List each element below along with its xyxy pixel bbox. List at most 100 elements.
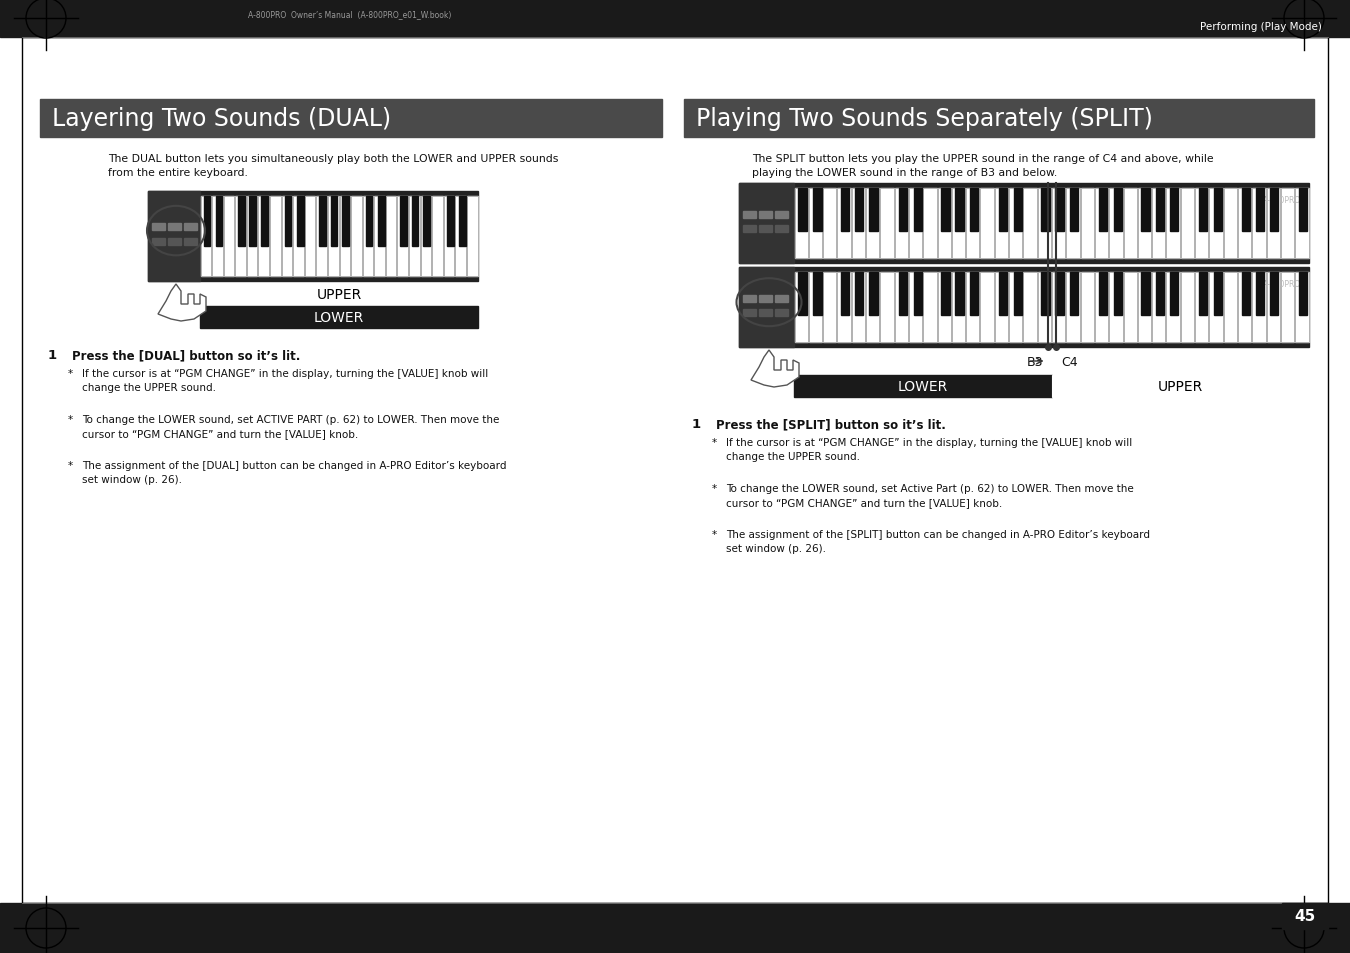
Bar [235,197,246,276]
Bar [852,189,865,259]
Bar [0,0,1350,38]
Bar [148,192,478,282]
Bar [316,197,327,276]
Bar [1281,189,1295,259]
Bar [148,192,200,282]
Bar [775,212,788,219]
Bar [909,189,922,259]
Bar [809,189,822,259]
Bar [1052,189,1065,259]
Bar [1123,189,1137,259]
Bar [1210,273,1223,343]
Bar [852,189,865,259]
Bar [1123,189,1137,259]
Bar [759,310,772,316]
Bar [1299,189,1307,233]
Text: *: * [68,369,73,378]
Bar [880,189,894,259]
Bar [867,273,879,343]
Text: Performing (Play Mode): Performing (Play Mode) [1200,22,1322,32]
Bar [1181,189,1193,259]
Bar [1038,273,1052,343]
Bar [1156,189,1164,233]
Text: The SPLIT button lets you play the UPPER sound in the range of C4 and above, whi: The SPLIT button lets you play the UPPER… [752,153,1214,164]
Bar [852,273,865,343]
Bar [331,197,338,246]
Bar [386,197,397,276]
Bar [455,197,466,276]
Bar [1152,273,1165,343]
Bar [1038,189,1052,259]
Bar [212,197,223,276]
Bar [153,223,165,231]
Text: The DUAL button lets you simultaneously play both the LOWER and UPPER sounds: The DUAL button lets you simultaneously … [108,153,559,164]
Bar [1170,189,1179,233]
Bar [923,189,937,259]
Bar [937,273,950,343]
Bar [1095,273,1108,343]
Bar [409,197,420,276]
Bar [1214,273,1222,316]
Bar [1152,189,1165,259]
Bar [809,273,822,343]
Bar [200,284,478,306]
Text: from the entire keyboard.: from the entire keyboard. [108,168,248,178]
Bar [1114,189,1122,233]
Bar [999,189,1007,233]
Bar [841,273,849,316]
Bar [421,197,431,276]
Text: A-800PRO: A-800PRO [1262,195,1301,205]
Bar [738,268,1310,348]
Bar [909,189,922,259]
Text: *: * [68,460,73,471]
Bar [775,310,788,316]
Bar [270,197,281,276]
Bar [1008,189,1022,259]
Bar [1166,189,1180,259]
Text: B3: B3 [1027,355,1044,369]
Bar [328,197,339,276]
Bar [216,197,223,246]
Bar [1266,189,1280,259]
Bar [201,197,211,276]
Bar [293,197,304,276]
Bar [238,197,244,246]
Bar [824,273,837,343]
Bar [1214,189,1222,233]
Bar [980,273,994,343]
Text: *: * [711,437,717,448]
Bar [447,197,454,246]
Bar [1266,189,1280,259]
Bar [880,189,894,259]
Bar [1195,189,1208,259]
Bar [363,197,373,276]
Bar [824,189,837,259]
Bar [1242,273,1250,316]
Bar [1238,273,1251,343]
Bar [869,273,878,316]
Bar [1270,273,1278,316]
Bar [1266,273,1280,343]
Bar [258,197,269,276]
Text: Playing Two Sounds Separately (SPLIT): Playing Two Sounds Separately (SPLIT) [697,107,1153,131]
Text: If the cursor is at “PGM CHANGE” in the display, turning the [VALUE] knob will
c: If the cursor is at “PGM CHANGE” in the … [726,437,1133,462]
Bar [1181,189,1193,259]
Bar [432,197,443,276]
Text: To change the LOWER sound, set Active Part (p. 62) to LOWER. Then move the
curso: To change the LOWER sound, set Active Pa… [726,483,1134,508]
Bar [421,197,431,276]
Bar [969,273,977,316]
Bar [809,273,822,343]
Bar [351,197,362,276]
Bar [967,273,980,343]
Bar [1066,273,1080,343]
Bar [167,223,181,231]
Bar [351,197,362,276]
Bar [328,197,339,276]
Bar [282,197,292,276]
Text: Layering Two Sounds (DUAL): Layering Two Sounds (DUAL) [53,107,392,131]
Text: The assignment of the [SPLIT] button can be changed in A-PRO Editor’s keyboard
s: The assignment of the [SPLIT] button can… [726,530,1150,554]
Polygon shape [158,285,207,322]
Bar [1253,189,1265,259]
Bar [1114,273,1122,316]
Bar [795,273,807,343]
